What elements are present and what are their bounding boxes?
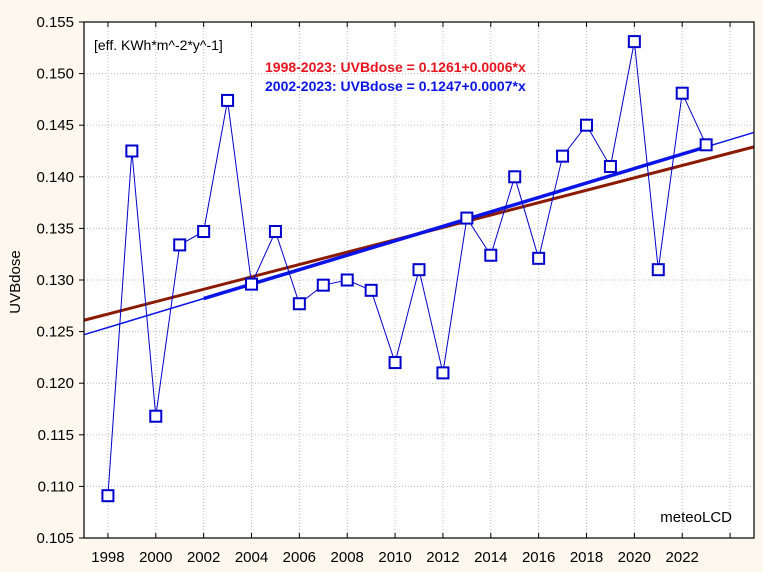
- data-point: [532, 251, 546, 265]
- data-point: [603, 159, 617, 173]
- y-tick-label: 0.115: [38, 427, 74, 444]
- data-point: [316, 278, 330, 292]
- ticks: 1998 2000 2002 2004 2006 2008 2010 2012 2014 2016…: [36, 14, 731, 566]
- x-tick-label: 1998: [91, 549, 124, 566]
- y-axis-label: UVBdose: [7, 250, 24, 313]
- series-line: [107, 41, 707, 496]
- y-tick-label: 0.120: [36, 375, 74, 392]
- data-point: [484, 248, 498, 262]
- x-tick-label: 2020: [618, 549, 651, 566]
- watermark: meteoLCD: [660, 509, 732, 526]
- data-point: [101, 489, 115, 503]
- data-point: [436, 366, 450, 380]
- x-tick-label: 2000: [139, 549, 172, 566]
- unit-label: [eff. KWh*m^-2*y^-1]: [94, 37, 223, 53]
- y-tick-label: 0.130: [36, 272, 74, 289]
- data-point: [388, 356, 402, 370]
- y-tick-label: 0.140: [36, 169, 74, 186]
- data-point: [149, 409, 163, 423]
- data-point: [197, 224, 211, 238]
- data-point: [651, 263, 665, 277]
- trendline-label-1998: 1998-2023: UVBdose = 0.1261+0.0006*x: [265, 59, 526, 75]
- y-tick-label: 0.135: [36, 220, 74, 237]
- x-tick-label: 2012: [426, 549, 459, 566]
- data-point: [221, 93, 235, 107]
- data-point: [412, 263, 426, 277]
- data-point: [699, 138, 713, 152]
- data-point: [675, 86, 689, 100]
- trendlines: [83, 131, 755, 336]
- x-tick-label: 2022: [666, 549, 699, 566]
- series: [101, 35, 713, 503]
- data-point: [460, 211, 474, 225]
- y-tick-label: 0.150: [36, 66, 74, 83]
- y-tick-label: 0.125: [36, 324, 74, 341]
- plot-area: [84, 22, 754, 538]
- trendline-label-2002: 2002-2023: UVBdose = 0.1247+0.0007*x: [265, 78, 526, 94]
- data-point: [364, 283, 378, 297]
- data-point: [125, 144, 139, 158]
- data-point: [508, 170, 522, 184]
- data-point: [292, 297, 306, 311]
- data-point: [580, 118, 593, 132]
- data-point: [268, 224, 282, 238]
- x-tick-label: 2016: [522, 549, 555, 566]
- data-point: [245, 277, 258, 291]
- y-tick-label: 0.105: [36, 530, 74, 547]
- data-point: [627, 35, 641, 49]
- y-tick-label: 0.155: [36, 14, 74, 31]
- x-tick-label: 2014: [474, 549, 507, 566]
- x-tick-label: 2006: [283, 549, 316, 566]
- y-tick-label: 0.110: [38, 478, 74, 495]
- data-point: [340, 273, 354, 287]
- x-tick-label: 2008: [331, 549, 364, 566]
- x-tick-label: 2010: [378, 549, 411, 566]
- x-tick-label: 2002: [187, 549, 220, 566]
- x-tick-label: 2018: [570, 549, 603, 566]
- data-point: [556, 149, 570, 163]
- x-tick-label: 2004: [235, 549, 268, 566]
- y-tick-label: 0.145: [36, 117, 74, 134]
- trendline-fit: [203, 145, 707, 301]
- data-point: [173, 238, 187, 252]
